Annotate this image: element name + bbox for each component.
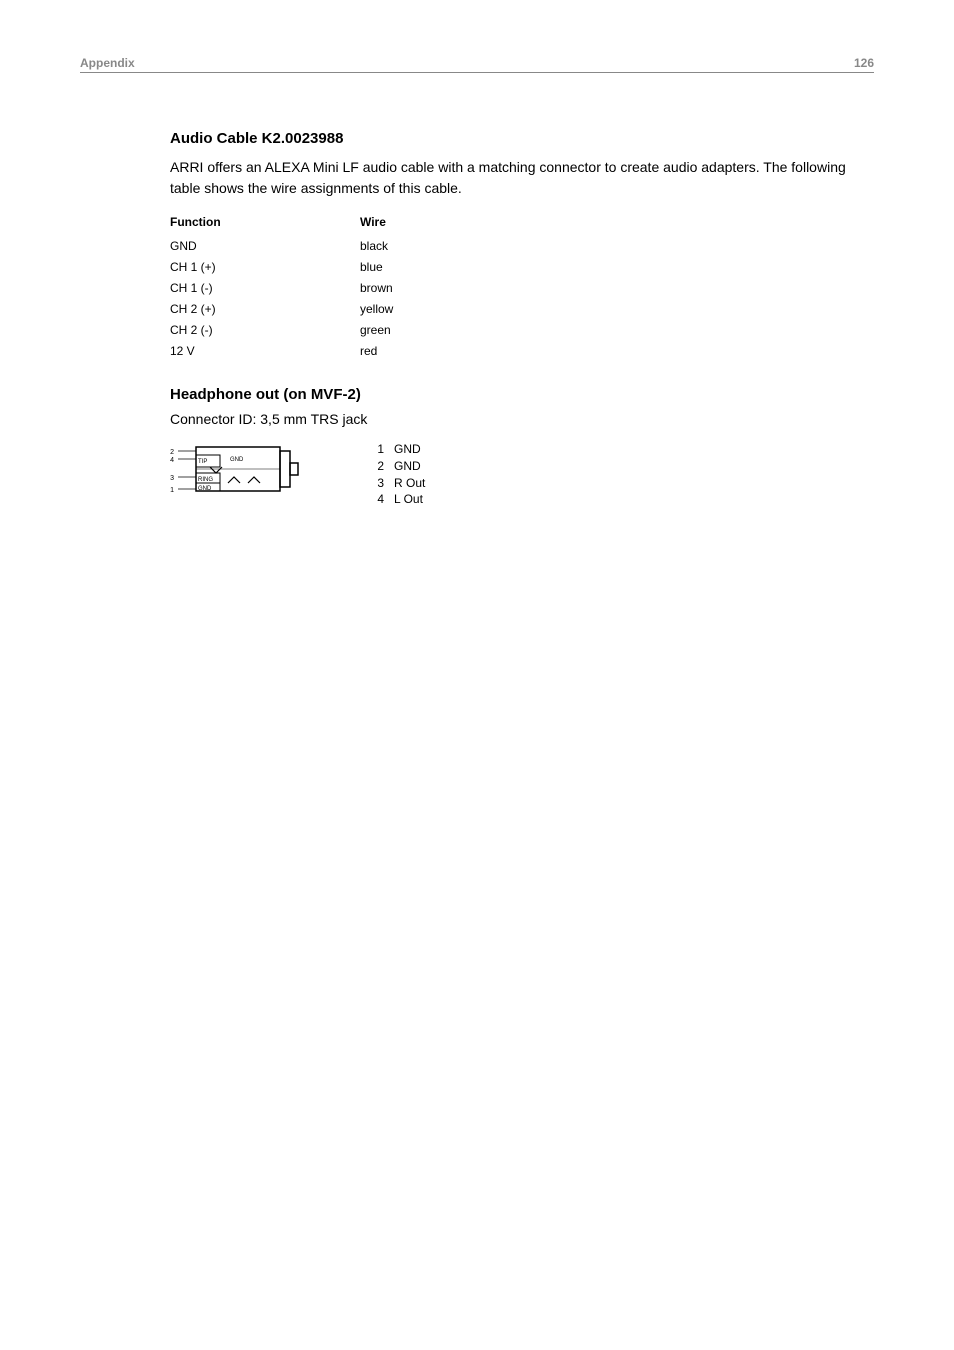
pin-label: GND: [394, 458, 421, 475]
list-item: 3 R Out: [370, 475, 425, 492]
connector-id: Connector ID: 3,5 mm TRS jack: [170, 411, 874, 427]
svg-text:2: 2: [170, 449, 174, 456]
table-row: CH 2 (+) yellow: [170, 302, 874, 316]
pin-label: GND: [394, 441, 421, 458]
pin-number: 3: [370, 475, 394, 492]
jack-block: 2 4 3 1 TIP GND RING: [170, 441, 874, 508]
table-row: 12 V red: [170, 344, 874, 358]
page-header: Appendix 126: [80, 56, 874, 73]
svg-text:4: 4: [170, 457, 174, 464]
wire-color: blue: [360, 260, 460, 274]
wire-func: 12 V: [170, 344, 360, 358]
wire-func: CH 1 (-): [170, 281, 360, 295]
table-row: GND black: [170, 239, 874, 253]
table-row: CH 2 (-) green: [170, 323, 874, 337]
wire-func: CH 2 (-): [170, 323, 360, 337]
header-page-number: 126: [854, 56, 874, 70]
wire-head-function: Function: [170, 215, 360, 229]
pin-label: L Out: [394, 491, 423, 508]
table-row: CH 1 (+) blue: [170, 260, 874, 274]
pin-number: 2: [370, 458, 394, 475]
svg-text:3: 3: [170, 475, 174, 482]
svg-text:GND: GND: [230, 457, 244, 463]
pin-label: R Out: [394, 475, 425, 492]
wire-table: Function Wire GND black CH 1 (+) blue CH…: [170, 215, 874, 358]
header-section-name: Appendix: [80, 56, 135, 70]
section-intro: ARRI offers an ALEXA Mini LF audio cable…: [170, 157, 874, 199]
wire-color: yellow: [360, 302, 460, 316]
wire-color: red: [360, 344, 460, 358]
svg-text:1: 1: [170, 487, 174, 494]
table-row: CH 1 (-) brown: [170, 281, 874, 295]
list-item: 1 GND: [370, 441, 425, 458]
wire-color: brown: [360, 281, 460, 295]
wire-func: GND: [170, 239, 360, 253]
wire-color: black: [360, 239, 460, 253]
page-content: Audio Cable K2.0023988 ARRI offers an AL…: [170, 130, 874, 508]
svg-text:RING: RING: [198, 477, 213, 483]
pin-number: 4: [370, 491, 394, 508]
wire-func: CH 1 (+): [170, 260, 360, 274]
trs-jack-diagram: 2 4 3 1 TIP GND RING: [170, 441, 370, 506]
wire-head-wire: Wire: [360, 215, 460, 229]
list-item: 4 L Out: [370, 491, 425, 508]
svg-text:GND: GND: [198, 486, 212, 492]
section-title: Audio Cable K2.0023988: [170, 130, 874, 147]
pinout-list: 1 GND 2 GND 3 R Out 4 L Out: [370, 441, 425, 508]
wire-color: green: [360, 323, 460, 337]
list-item: 2 GND: [370, 458, 425, 475]
wire-table-header: Function Wire: [170, 215, 874, 229]
pin-number: 1: [370, 441, 394, 458]
trs-jack-icon: 2 4 3 1 TIP GND RING: [170, 441, 330, 501]
svg-text:TIP: TIP: [198, 459, 207, 465]
wire-func: CH 2 (+): [170, 302, 360, 316]
headphone-title: Headphone out (on MVF-2): [170, 386, 874, 403]
